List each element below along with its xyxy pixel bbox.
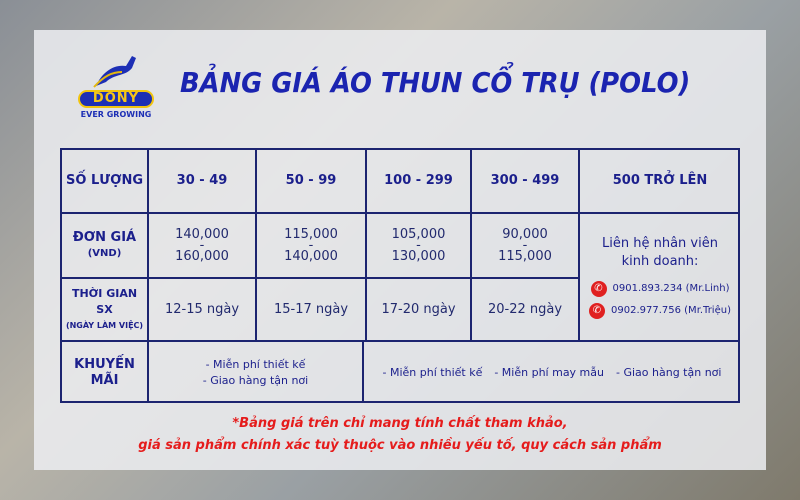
promo-item: - Miễn phí may mẫu [494, 365, 604, 379]
price-table: SỐ LƯỢNG 30 - 49 50 - 99 100 - 299 300 -… [60, 148, 740, 403]
logo-brand: DONY [78, 90, 154, 108]
promo-large-orders: - Miễn phí thiết kế - Miễn phí may mẫu -… [364, 342, 740, 403]
logo-tagline: EVER GROWING [80, 110, 152, 119]
contact-label: Liên hệ nhân viên kinh doanh: [602, 236, 718, 269]
price-to: 160,000 [175, 248, 229, 264]
promo-item: - Miễn phí thiết kế [205, 357, 306, 371]
disclaimer-line-1: *Bảng giá trên chỉ mang tính chất tham k… [232, 416, 568, 431]
quantity-tier: 30 - 49 [149, 150, 257, 214]
time-cell: 17-20 ngày [367, 279, 472, 342]
promo-item: - Miễn phí thiết kế [382, 365, 483, 379]
phone-link[interactable]: ✆ 0902.977.756 (Mr.Triệu) [589, 303, 731, 319]
price-to: 140,000 [284, 248, 338, 264]
time-cell: 12-15 ngày [149, 279, 257, 342]
phone-number: 0902.977.756 (Mr.Triệu) [611, 305, 731, 316]
price-cell: 105,000-130,000 [367, 214, 472, 279]
price-to: 130,000 [391, 248, 446, 264]
disclaimer-line-2: giá sản phẩm chính xác tuỳ thuộc vào nhi… [138, 438, 662, 453]
price-from: 115,000 [284, 226, 338, 242]
price-sep: - [308, 237, 314, 253]
price-from: 140,000 [175, 226, 229, 242]
price-cell: 115,000-140,000 [257, 214, 367, 279]
quantity-tier: 100 - 299 [367, 150, 472, 214]
price-from: 90,000 [502, 226, 548, 242]
promo-small-orders: - Miễn phí thiết kế - Giao hàng tận nơi [149, 342, 364, 403]
quantity-tier: 50 - 99 [257, 150, 367, 214]
header-quantity: SỐ LƯỢNG [62, 150, 149, 214]
header-unit-price: ĐƠN GIÁ (VND) [62, 214, 149, 279]
time-cell: 15-17 ngày [257, 279, 367, 342]
quantity-tier: 500 TRỞ LÊN [580, 150, 740, 214]
unit-price-label: ĐƠN GIÁ [72, 229, 137, 245]
promo-item: - Giao hàng tận nơi [202, 373, 309, 387]
price-from: 105,000 [391, 226, 446, 242]
kangaroo-icon [93, 56, 136, 88]
price-sep: - [199, 237, 205, 253]
header-production-time: THỜI GIAN SX (NGÀY LÀM VIỆC) [62, 279, 149, 342]
phone-link[interactable]: ✆ 0901.893.234 (Mr.Linh) [590, 281, 730, 297]
quantity-tier: 300 - 499 [472, 150, 580, 214]
contact-cell: Liên hệ nhân viên kinh doanh: ✆ 0901.893.… [580, 214, 740, 342]
price-cell: 90,000-115,000 [472, 214, 580, 279]
page-title: BẢNG GIÁ ÁO THUN CỔ TRỤ (POLO) [180, 66, 691, 99]
price-panel [34, 30, 766, 470]
dony-logo: DONY EVER GROWING [78, 54, 154, 122]
promo-item: - Giao hàng tận nơi [616, 365, 722, 379]
unit-price-unit: (VND) [87, 247, 122, 259]
header-promotion: KHUYẾN MÃI [62, 342, 149, 403]
production-time-unit: (NGÀY LÀM VIỆC) [65, 320, 144, 330]
time-cell: 20-22 ngày [472, 279, 580, 342]
price-to: 115,000 [498, 248, 552, 264]
phone-icon: ✆ [590, 281, 607, 297]
phone-icon: ✆ [589, 303, 605, 319]
price-sep: - [416, 237, 421, 253]
price-cell: 140,000-160,000 [149, 214, 257, 279]
production-time-label: THỜI GIAN SX [71, 286, 138, 316]
phone-number: 0901.893.234 (Mr.Linh) [612, 283, 730, 294]
price-sep: - [522, 237, 528, 253]
